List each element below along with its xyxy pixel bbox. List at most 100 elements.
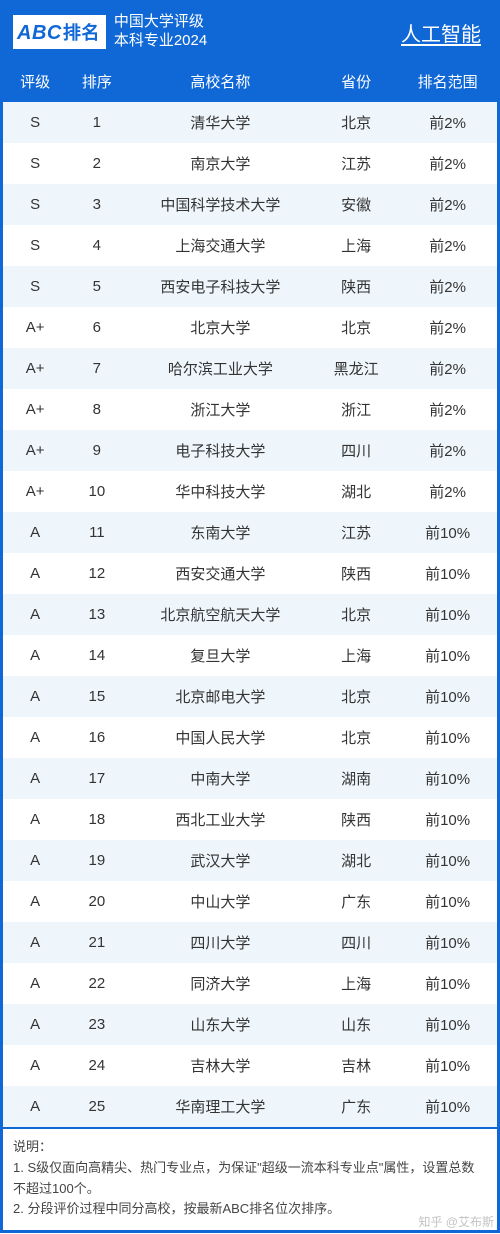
cell-range: 前2% [398,102,497,143]
cell-range: 前10% [398,1045,497,1086]
cell-grade: A [3,799,67,840]
cell-range: 前2% [398,307,497,348]
cell-range: 前10% [398,963,497,1004]
cell-grade: A [3,1086,67,1127]
th-rank: 排序 [67,63,126,102]
cell-grade: S [3,266,67,307]
cell-range: 前2% [398,266,497,307]
table-row: A+10华中科技大学湖北前2% [3,471,497,512]
cell-range: 前2% [398,471,497,512]
cell-name: 华南理工大学 [126,1086,314,1127]
cell-grade: A+ [3,471,67,512]
table-row: A25华南理工大学广东前10% [3,1086,497,1127]
cell-grade: A [3,881,67,922]
cell-grade: A [3,963,67,1004]
header-line2: 本科专业2024 [114,32,207,51]
cell-range: 前2% [398,143,497,184]
table-row: A20中山大学广东前10% [3,881,497,922]
logo-badge: ABC 排名 [13,15,106,49]
cell-name: 北京航空航天大学 [126,594,314,635]
cell-prov: 四川 [314,430,398,471]
logo-rank: 排名 [63,19,100,45]
ranking-table: 评级 排序 高校名称 省份 排名范围 S1清华大学北京前2%S2南京大学江苏前2… [3,63,497,1127]
th-prov: 省份 [314,63,398,102]
cell-rank: 22 [67,963,126,1004]
cell-grade: A [3,512,67,553]
cell-prov: 湖南 [314,758,398,799]
cell-rank: 10 [67,471,126,512]
cell-grade: A+ [3,348,67,389]
table-row: A15北京邮电大学北京前10% [3,676,497,717]
cell-name: 西安电子科技大学 [126,266,314,307]
cell-rank: 1 [67,102,126,143]
cell-grade: S [3,102,67,143]
table-row: A13北京航空航天大学北京前10% [3,594,497,635]
notes-title: 说明： [13,1137,487,1158]
cell-range: 前2% [398,348,497,389]
notes: 说明： 1. S级仅面向高精尖、热门专业点，为保证"超级一流本科专业点"属性，设… [3,1127,497,1230]
cell-range: 前10% [398,1086,497,1127]
cell-rank: 9 [67,430,126,471]
th-range: 排名范围 [398,63,497,102]
table-row: A+8浙江大学浙江前2% [3,389,497,430]
cell-name: 东南大学 [126,512,314,553]
table-row: S4上海交通大学上海前2% [3,225,497,266]
ranking-card: ABC 排名 中国大学评级 本科专业2024 人工智能 评级 排序 高校名称 省… [0,0,500,1233]
cell-range: 前10% [398,799,497,840]
cell-name: 同济大学 [126,963,314,1004]
cell-grade: A+ [3,430,67,471]
cell-rank: 14 [67,635,126,676]
table-row: A16中国人民大学北京前10% [3,717,497,758]
cell-rank: 4 [67,225,126,266]
cell-rank: 11 [67,512,126,553]
table-row: A18西北工业大学陕西前10% [3,799,497,840]
cell-prov: 湖北 [314,840,398,881]
cell-grade: A [3,553,67,594]
cell-prov: 陕西 [314,266,398,307]
cell-grade: A+ [3,389,67,430]
cell-prov: 江苏 [314,512,398,553]
cell-rank: 2 [67,143,126,184]
cell-rank: 15 [67,676,126,717]
cell-prov: 上海 [314,635,398,676]
cell-prov: 四川 [314,922,398,963]
cell-name: 中国科学技术大学 [126,184,314,225]
cell-range: 前10% [398,512,497,553]
cell-range: 前10% [398,594,497,635]
cell-grade: A+ [3,307,67,348]
cell-name: 浙江大学 [126,389,314,430]
cell-grade: A [3,758,67,799]
cell-rank: 12 [67,553,126,594]
cell-name: 四川大学 [126,922,314,963]
cell-name: 北京大学 [126,307,314,348]
cell-rank: 17 [67,758,126,799]
notes-item: 2. 分段评价过程中同分高校，按最新ABC排名位次排序。 [13,1199,487,1220]
cell-grade: A [3,635,67,676]
cell-range: 前2% [398,184,497,225]
cell-prov: 广东 [314,881,398,922]
cell-name: 北京邮电大学 [126,676,314,717]
cell-range: 前10% [398,881,497,922]
cell-range: 前10% [398,758,497,799]
cell-range: 前10% [398,676,497,717]
notes-item: 1. S级仅面向高精尖、热门专业点，为保证"超级一流本科专业点"属性，设置总数不… [13,1158,487,1200]
cell-range: 前10% [398,1004,497,1045]
cell-rank: 25 [67,1086,126,1127]
cell-rank: 24 [67,1045,126,1086]
table-row: A+9电子科技大学四川前2% [3,430,497,471]
header-subtitle: 中国大学评级 本科专业2024 [114,13,207,51]
cell-name: 华中科技大学 [126,471,314,512]
header-left: ABC 排名 中国大学评级 本科专业2024 [13,13,207,51]
cell-prov: 陕西 [314,799,398,840]
table-row: S3中国科学技术大学安徽前2% [3,184,497,225]
cell-range: 前2% [398,225,497,266]
table-row: A24吉林大学吉林前10% [3,1045,497,1086]
cell-range: 前2% [398,430,497,471]
cell-rank: 6 [67,307,126,348]
table-row: S1清华大学北京前2% [3,102,497,143]
table-row: A23山东大学山东前10% [3,1004,497,1045]
cell-prov: 安徽 [314,184,398,225]
cell-grade: A [3,1045,67,1086]
cell-range: 前10% [398,717,497,758]
cell-prov: 北京 [314,717,398,758]
